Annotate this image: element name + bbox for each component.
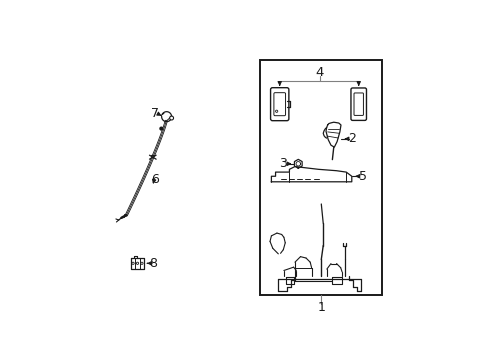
FancyBboxPatch shape [353,93,363,116]
Text: 1: 1 [317,301,325,314]
Text: 5: 5 [358,170,366,183]
FancyBboxPatch shape [273,93,285,116]
Circle shape [169,116,173,120]
Text: 6: 6 [151,172,159,185]
Text: 2: 2 [347,132,356,145]
Bar [260,60,382,296]
Text: 8: 8 [149,257,157,270]
Text: 3: 3 [279,157,286,170]
FancyBboxPatch shape [270,88,288,121]
Circle shape [160,127,163,130]
Circle shape [136,262,138,264]
Text: 7: 7 [151,107,159,120]
Circle shape [132,262,134,264]
Text: 4: 4 [315,66,324,79]
FancyBboxPatch shape [350,88,366,120]
Circle shape [141,262,143,264]
